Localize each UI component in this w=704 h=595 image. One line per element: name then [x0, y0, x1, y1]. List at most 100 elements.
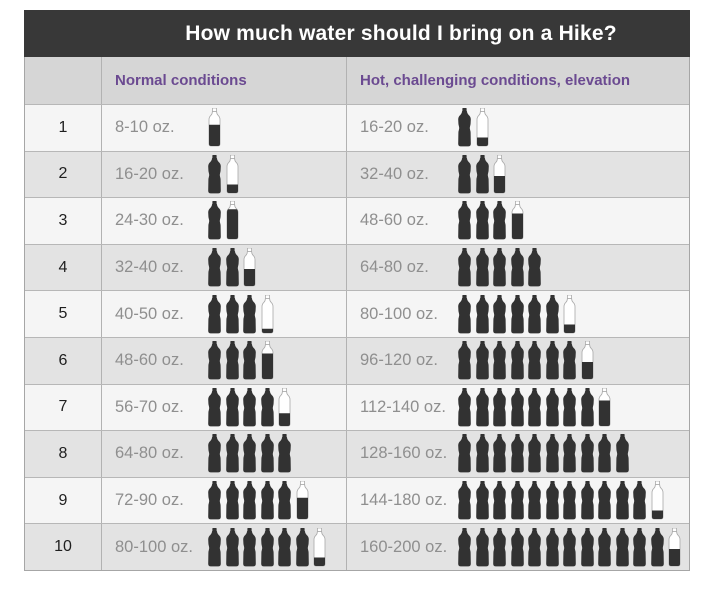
full-water-bottle-icon: [598, 527, 611, 567]
header-cell-normal: Normal conditions: [101, 57, 346, 104]
full-water-bottle-icon: [493, 387, 506, 427]
hot-bottle-pictogram: [457, 154, 507, 194]
normal-oz-label: 72-90 oz.: [115, 491, 184, 510]
partial-water-bottle-icon: [278, 387, 291, 427]
full-water-bottle-icon: [650, 527, 664, 567]
hot-bottle-pictogram: [457, 481, 665, 520]
full-water-bottle-icon: [208, 481, 221, 520]
hot-conditions-cell: 32-40 oz.: [346, 151, 689, 198]
normal-oz-label: 16-20 oz.: [115, 164, 184, 183]
partial-water-bottle-icon: [511, 201, 523, 240]
mile-cell: 1: [25, 105, 101, 151]
table-row: 6 48-60 oz. 96-120 oz.: [25, 336, 689, 384]
normal-conditions-cell: 16-20 oz.: [101, 151, 346, 198]
hot-bottle-pictogram: [457, 434, 630, 473]
full-water-bottle-icon: [563, 387, 576, 427]
full-water-bottle-icon: [493, 341, 506, 380]
table-row: 9 72-90 oz. 144-180 oz.: [25, 476, 689, 524]
full-water-bottle-icon: [458, 387, 471, 427]
full-water-bottle-icon: [475, 387, 489, 427]
normal-oz-label: 8-10 oz.: [115, 118, 175, 137]
partial-water-bottle-icon: [261, 341, 273, 380]
full-water-bottle-icon: [475, 527, 489, 567]
full-water-bottle-icon: [208, 294, 221, 334]
full-water-bottle-icon: [510, 527, 524, 567]
full-water-bottle-icon: [208, 341, 221, 380]
full-water-bottle-icon: [475, 201, 489, 240]
hot-conditions-cell: 112-140 oz.: [346, 384, 689, 431]
full-water-bottle-icon: [633, 481, 646, 520]
mile-cell: 2: [25, 152, 101, 198]
full-water-bottle-icon: [528, 481, 541, 520]
full-water-bottle-icon: [510, 248, 524, 287]
mile-number: 4: [58, 258, 68, 276]
full-water-bottle-icon: [225, 481, 239, 520]
full-water-bottle-icon: [208, 527, 221, 567]
mile-cell: 8: [25, 431, 101, 477]
full-water-bottle-icon: [458, 108, 471, 147]
full-water-bottle-icon: [243, 434, 256, 473]
hot-oz-label: 32-40 oz.: [360, 164, 429, 183]
full-water-bottle-icon: [225, 341, 239, 380]
full-water-bottle-icon: [545, 341, 559, 380]
full-water-bottle-icon: [243, 387, 256, 427]
full-water-bottle-icon: [510, 341, 524, 380]
normal-conditions-cell: 56-70 oz.: [101, 384, 346, 431]
page-title: How much water should I bring on a Hike?: [185, 21, 617, 45]
full-water-bottle-icon: [493, 201, 506, 240]
full-water-bottle-icon: [563, 527, 576, 567]
full-water-bottle-icon: [208, 248, 221, 287]
full-water-bottle-icon: [545, 294, 559, 334]
mile-number: 1: [58, 118, 68, 136]
normal-conditions-cell: 40-50 oz.: [101, 291, 346, 337]
normal-bottle-pictogram: [207, 201, 240, 240]
hot-oz-label: 96-120 oz.: [360, 351, 438, 370]
hot-oz-label: 144-180 oz.: [360, 491, 448, 510]
full-water-bottle-icon: [615, 527, 629, 567]
full-water-bottle-icon: [510, 481, 524, 520]
full-water-bottle-icon: [493, 248, 506, 287]
full-water-bottle-icon: [243, 481, 256, 520]
mile-cell: 9: [25, 478, 101, 524]
mile-number: 10: [54, 538, 72, 556]
normal-conditions-header-label: Normal conditions: [115, 72, 247, 89]
full-water-bottle-icon: [475, 341, 489, 380]
mile-number: 9: [58, 491, 68, 509]
normal-conditions-cell: 64-80 oz.: [101, 431, 346, 477]
partial-water-bottle-icon: [581, 341, 593, 380]
full-water-bottle-icon: [493, 527, 506, 567]
full-water-bottle-icon: [633, 527, 646, 567]
full-water-bottle-icon: [510, 387, 524, 427]
mile-number: 5: [58, 305, 68, 323]
full-water-bottle-icon: [580, 387, 594, 427]
full-water-bottle-icon: [528, 387, 541, 427]
full-water-bottle-icon: [615, 434, 629, 473]
hot-bottle-pictogram: [457, 201, 525, 240]
normal-conditions-cell: 8-10 oz.: [101, 105, 346, 151]
full-water-bottle-icon: [278, 527, 291, 567]
normal-conditions-cell: 32-40 oz.: [101, 244, 346, 291]
water-table: Normal conditions Hot, challenging condi…: [24, 57, 690, 571]
full-water-bottle-icon: [475, 294, 489, 334]
header-cell-miles: [25, 57, 101, 104]
full-water-bottle-icon: [458, 481, 471, 520]
full-water-bottle-icon: [225, 387, 239, 427]
full-water-bottle-icon: [528, 527, 541, 567]
partial-water-bottle-icon: [651, 481, 663, 520]
table-row: 2 16-20 oz. 32-40 oz.: [25, 150, 689, 198]
hot-conditions-cell: 160-200 oz.: [346, 524, 689, 570]
full-water-bottle-icon: [545, 434, 559, 473]
mile-number: 7: [58, 398, 68, 416]
partial-water-bottle-icon: [313, 527, 326, 567]
full-water-bottle-icon: [580, 434, 594, 473]
hot-conditions-cell: 64-80 oz.: [346, 244, 689, 291]
full-water-bottle-icon: [243, 527, 256, 567]
mile-cell: 3: [25, 198, 101, 244]
full-water-bottle-icon: [563, 434, 576, 473]
full-water-bottle-icon: [493, 434, 506, 473]
full-water-bottle-icon: [458, 294, 471, 334]
hot-oz-label: 48-60 oz.: [360, 211, 429, 230]
full-water-bottle-icon: [580, 481, 594, 520]
full-water-bottle-icon: [225, 434, 239, 473]
mile-cell: 4: [25, 245, 101, 291]
